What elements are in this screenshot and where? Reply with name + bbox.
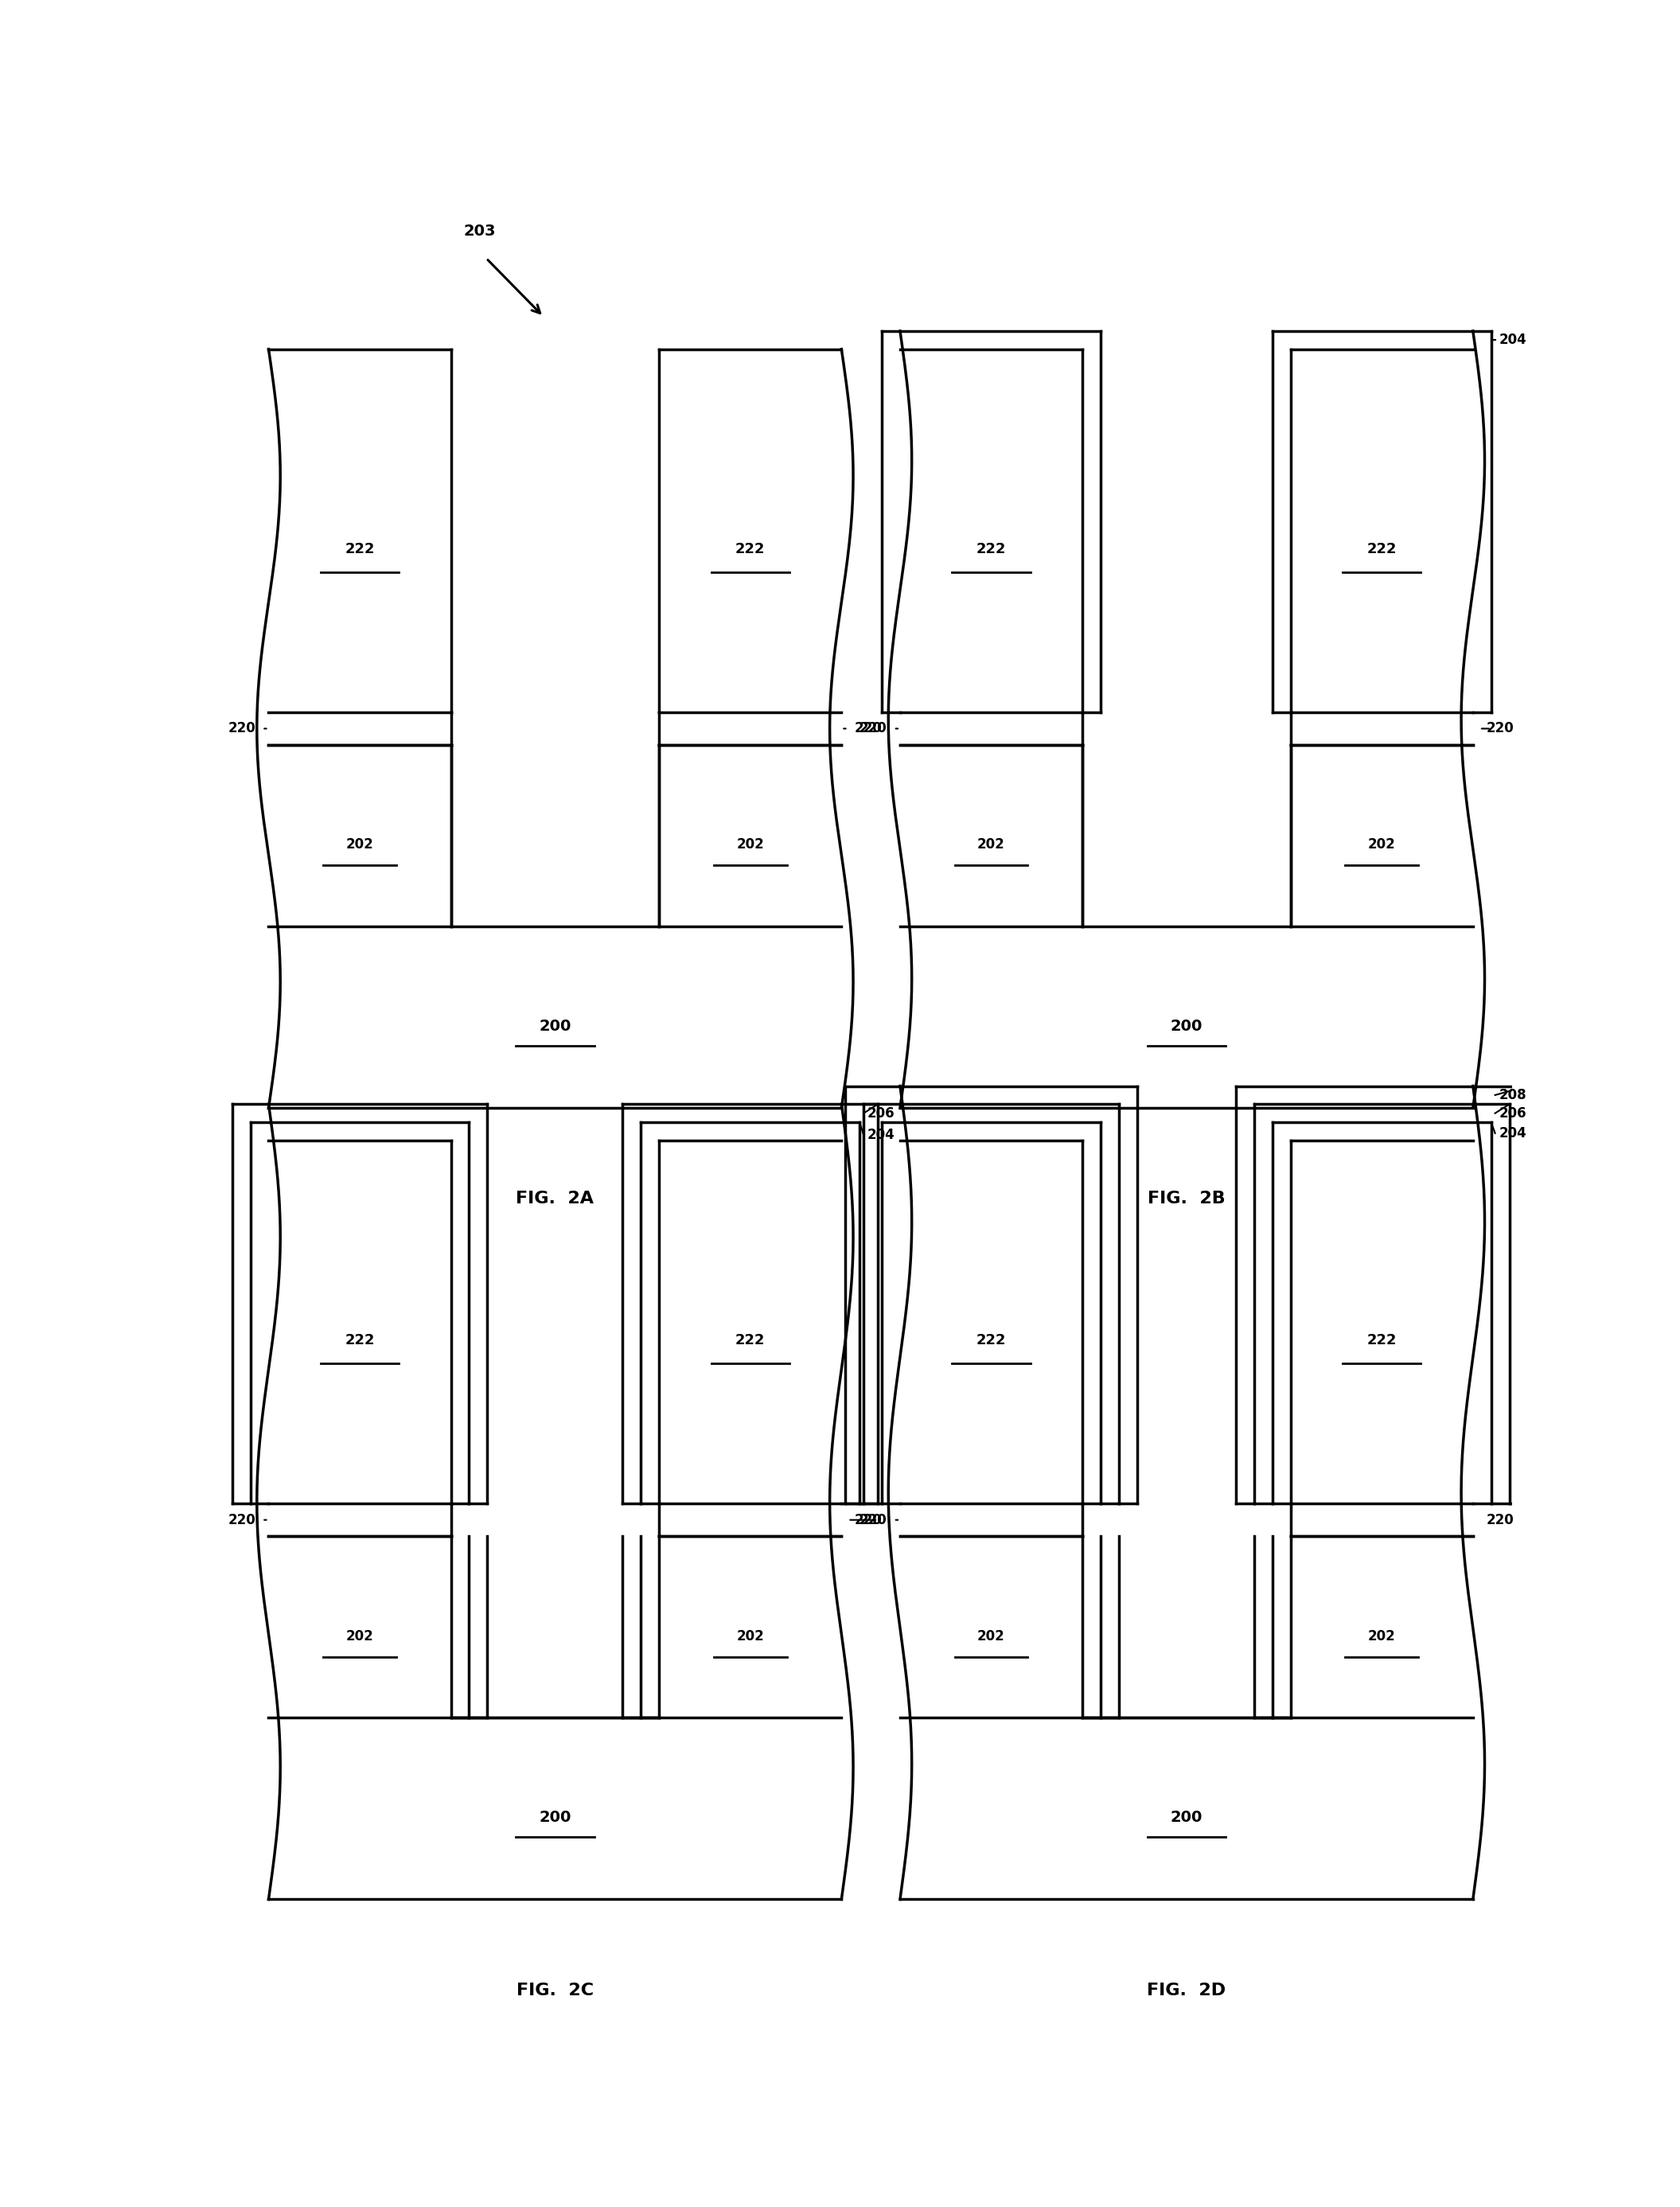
Text: 208: 208 xyxy=(1499,1088,1527,1101)
Text: FIG.  2B: FIG. 2B xyxy=(1147,1192,1225,1207)
Text: 202: 202 xyxy=(1368,1629,1396,1644)
Text: 222: 222 xyxy=(344,1333,375,1348)
Text: FIG.  2C: FIG. 2C xyxy=(516,1982,593,1997)
Text: 202: 202 xyxy=(978,1629,1005,1644)
Text: FIG.  2D: FIG. 2D xyxy=(1147,1982,1226,1997)
Text: 202: 202 xyxy=(346,1629,373,1644)
Text: 222: 222 xyxy=(1368,541,1396,556)
Text: 200: 200 xyxy=(539,1020,571,1033)
Text: 222: 222 xyxy=(736,1333,766,1348)
Text: 206: 206 xyxy=(867,1106,895,1121)
Text: 222: 222 xyxy=(976,1333,1006,1348)
Text: 220: 220 xyxy=(860,722,887,735)
Text: 204: 204 xyxy=(1499,1126,1527,1141)
Text: 203: 203 xyxy=(464,223,496,238)
Text: 202: 202 xyxy=(736,1629,764,1644)
Text: 200: 200 xyxy=(1171,1020,1203,1033)
Text: 220: 220 xyxy=(1485,1512,1514,1527)
Text: 220: 220 xyxy=(228,722,255,735)
Text: 202: 202 xyxy=(346,836,373,852)
Text: 206: 206 xyxy=(1499,1106,1527,1121)
Text: 202: 202 xyxy=(1368,836,1396,852)
Text: 220: 220 xyxy=(860,1512,887,1527)
Text: 222: 222 xyxy=(976,541,1006,556)
Text: 200: 200 xyxy=(1171,1810,1203,1825)
Text: 220: 220 xyxy=(228,1512,255,1527)
Text: 220: 220 xyxy=(855,722,882,735)
Text: 204: 204 xyxy=(1499,333,1527,346)
Text: 200: 200 xyxy=(539,1810,571,1825)
Text: 220: 220 xyxy=(1485,722,1514,735)
Text: 204: 204 xyxy=(867,1128,895,1143)
Text: 222: 222 xyxy=(1368,1333,1396,1348)
Text: 220: 220 xyxy=(855,1512,882,1527)
Text: 222: 222 xyxy=(344,541,375,556)
Text: 202: 202 xyxy=(978,836,1005,852)
Text: 202: 202 xyxy=(736,836,764,852)
Text: FIG.  2A: FIG. 2A xyxy=(516,1192,595,1207)
Text: 222: 222 xyxy=(736,541,766,556)
